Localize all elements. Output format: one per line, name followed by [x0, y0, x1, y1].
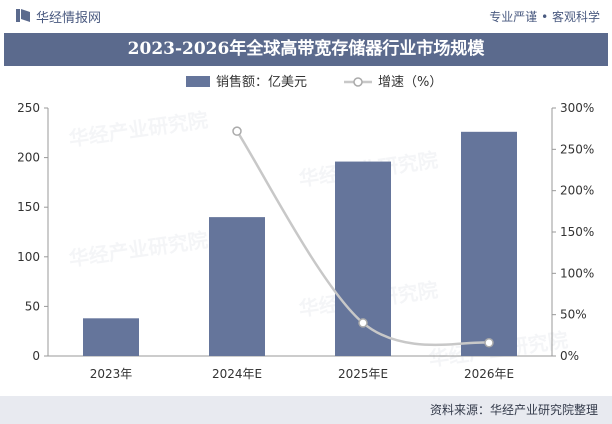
left-tick-label: 0 [32, 349, 40, 363]
chart-title: 2023-2026年全球高带宽存储器行业市场规模 [127, 39, 485, 59]
top-header: 华经情报网 专业严谨 • 客观科学 [0, 0, 612, 30]
watermark-text: 华经产业研究院 [67, 228, 209, 271]
growth-point [232, 126, 242, 136]
slogan: 专业严谨 • 客观科学 [489, 10, 600, 24]
x-tick-label: 2026年E [464, 367, 514, 381]
left-tick-label: 150 [17, 200, 40, 214]
growth-line [235, 130, 490, 347]
bar [83, 318, 139, 356]
legend-line-marker [353, 77, 363, 87]
brand-name: 华经情报网 [36, 11, 102, 26]
left-tick-label: 100 [17, 250, 40, 264]
title-band: 2023-2026年全球高带宽存储器行业市场规模 [4, 33, 608, 66]
logo-icon [16, 9, 30, 22]
watermark-text: 华经产业研究院 [67, 108, 209, 151]
right-tick-label: 200% [560, 184, 594, 198]
growth-point [358, 318, 368, 328]
right-tick-label: 150% [560, 225, 594, 239]
legend-line-label: 增速（%） [378, 75, 442, 90]
legend-bar-label: 销售额：亿美元 [216, 74, 307, 90]
left-tick-label: 200 [17, 151, 40, 165]
bar [209, 217, 265, 356]
growth-point [484, 338, 494, 348]
left-tick-label: 50 [25, 299, 40, 313]
right-tick-label: 50% [560, 308, 587, 322]
legend-bar-swatch [186, 76, 210, 87]
chart-area: 华经产业研究院华经产业研究院华经产业研究院华经产业研究院华经产业研究院05010… [17, 74, 594, 381]
right-tick-label: 0% [560, 349, 579, 363]
x-tick-label: 2024年E [212, 367, 262, 381]
right-tick-label: 300% [560, 101, 594, 115]
footer-band: 资料来源：华经产业研究院整理 [0, 396, 612, 424]
right-tick-label: 250% [560, 142, 594, 156]
source-note: 资料来源：华经产业研究院整理 [429, 403, 598, 417]
right-tick-label: 100% [560, 266, 594, 280]
bar [461, 131, 517, 356]
x-tick-label: 2025年E [338, 367, 388, 381]
left-tick-label: 250 [17, 101, 40, 115]
x-tick-label: 2023年 [90, 367, 133, 381]
